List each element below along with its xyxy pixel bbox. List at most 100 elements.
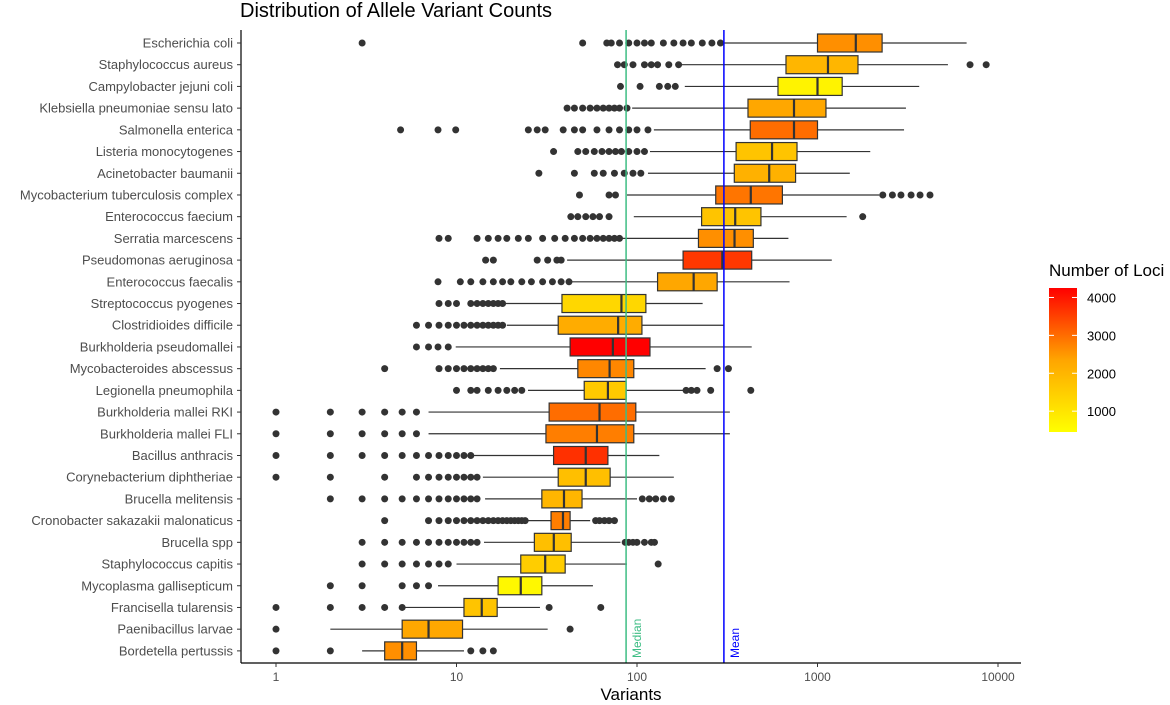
outlier-point [563, 104, 571, 112]
outlier-point [484, 386, 492, 394]
outlier-point [713, 365, 721, 373]
outlier-point [507, 278, 515, 286]
outlier-point [599, 169, 607, 177]
outlier-point [381, 408, 389, 416]
outlier-point [633, 538, 641, 546]
box-row [435, 228, 789, 248]
outlier-point [467, 451, 475, 459]
outlier-point [425, 582, 433, 590]
outlier-point [444, 343, 452, 351]
box [384, 641, 418, 661]
outlier-point [687, 39, 695, 47]
outlier-point [398, 538, 406, 546]
box-row [381, 511, 618, 531]
x-tick-label: 1 [273, 670, 280, 684]
box-row [575, 185, 934, 205]
outlier-point [707, 386, 715, 394]
outlier-point [479, 300, 487, 308]
outlier-point [647, 39, 655, 47]
outlier-point [412, 473, 420, 481]
outlier-point [582, 148, 590, 156]
outlier-point [358, 582, 366, 590]
box [545, 424, 635, 444]
outlier-point [381, 538, 389, 546]
box-row [482, 250, 832, 270]
outlier-point [398, 560, 406, 568]
legend-tick-label: 2000 [1087, 366, 1116, 381]
outlier-point [326, 408, 334, 416]
outlier-point [544, 256, 552, 264]
outlier-point [659, 495, 667, 503]
outlier-point [575, 191, 583, 199]
box-row [326, 489, 675, 509]
outlier-point [698, 39, 706, 47]
box [569, 337, 651, 357]
box [697, 228, 754, 248]
outlier-point [358, 451, 366, 459]
outlier-point [640, 61, 648, 69]
box [749, 120, 819, 140]
outlier-point [398, 408, 406, 416]
outlier-point [398, 603, 406, 611]
outlier-point [484, 300, 492, 308]
outlier-point [665, 61, 673, 69]
box [733, 163, 797, 183]
outlier-point [453, 365, 460, 373]
outlier-point [539, 278, 547, 286]
legend-colorbar [1049, 288, 1077, 432]
outlier-point [397, 126, 405, 134]
outlier-point [524, 126, 532, 134]
box-row [535, 163, 850, 183]
reference-label-mean: Mean [728, 628, 742, 658]
box-row [272, 641, 497, 661]
outlier-point [716, 39, 724, 47]
outlier-point [381, 603, 389, 611]
outlier-point [590, 169, 598, 177]
outlier-point [272, 603, 280, 611]
outlier-point [489, 647, 497, 655]
outlier-point [444, 473, 452, 481]
outlier-point [518, 386, 526, 394]
outlier-point [398, 495, 406, 503]
outlier-point [633, 126, 641, 134]
outlier-point [479, 365, 487, 373]
outlier-point [616, 104, 624, 112]
outlier-point [473, 300, 481, 308]
outlier-point [559, 126, 567, 134]
outlier-point [444, 538, 452, 546]
outlier-point [435, 495, 443, 503]
outlier-point [644, 126, 652, 134]
y-tick-label: Klebsiella pneumoniae sensu lato [39, 101, 233, 116]
plot-area: Median Mean [272, 30, 990, 663]
outlier-point [693, 386, 701, 394]
outlier-point [453, 321, 460, 329]
outlier-point [593, 126, 601, 134]
box-row [550, 141, 871, 162]
box [541, 489, 583, 509]
box [561, 293, 647, 314]
outlier-point [545, 603, 553, 611]
outlier-point [453, 451, 460, 459]
outlier-point [412, 560, 420, 568]
outlier-point [272, 430, 280, 438]
outlier-point [494, 234, 502, 242]
outlier-point [897, 191, 905, 199]
outlier-point [479, 321, 487, 329]
outlier-point [398, 582, 406, 590]
box-row [435, 293, 703, 314]
outlier-point [625, 148, 633, 156]
outlier-point [650, 538, 658, 546]
outlier-point [616, 82, 624, 90]
outlier-point [521, 517, 529, 525]
outlier-point [398, 430, 406, 438]
outlier-point [682, 386, 690, 394]
outlier-point [435, 538, 443, 546]
outlier-point [467, 278, 475, 286]
outlier-point [435, 451, 443, 459]
outlier-point [610, 517, 618, 525]
outlier-point [425, 473, 433, 481]
outlier-point [326, 495, 334, 503]
box [548, 402, 637, 422]
outlier-point [444, 234, 452, 242]
outlier-point [460, 495, 468, 503]
